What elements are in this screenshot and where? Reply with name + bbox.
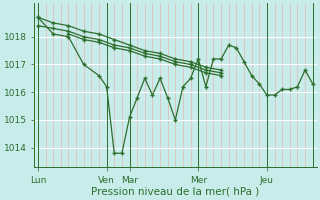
X-axis label: Pression niveau de la mer( hPa ): Pression niveau de la mer( hPa ) [91, 187, 260, 197]
